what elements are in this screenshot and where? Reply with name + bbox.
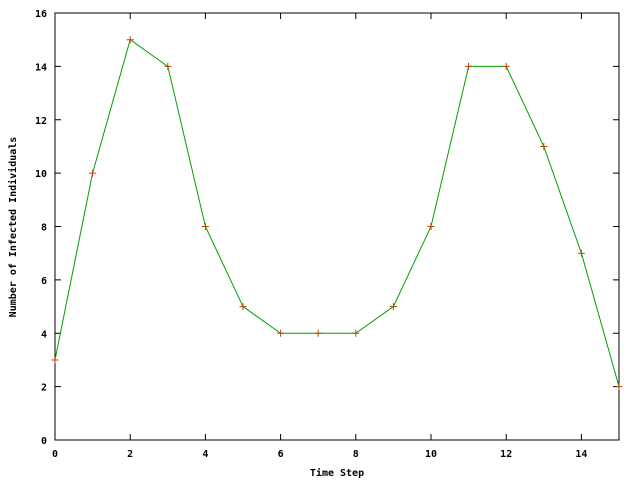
x-tick-label: 4 [202, 449, 208, 460]
y-tick-label: 16 [35, 9, 47, 20]
y-tick-label: 6 [41, 276, 47, 287]
axis-ticks: 0 2 4 6 8 10 12 14 0 2 4 6 8 10 12 14 16 [35, 9, 619, 460]
data-point-marker [164, 62, 172, 70]
x-tick-label: 10 [425, 449, 437, 460]
data-point-marker [540, 142, 548, 150]
data-point-marker [577, 249, 585, 257]
series-line [54, 38, 620, 387]
x-axis-label: Time Step [310, 467, 364, 479]
data-point-marker [615, 383, 623, 391]
data-point-marker [89, 169, 97, 177]
series-layer [51, 36, 623, 391]
data-point-marker [352, 329, 360, 337]
y-tick-label: 8 [41, 223, 47, 234]
y-tick-label: 0 [41, 436, 47, 447]
plot-frame [54, 12, 620, 441]
data-point-marker [502, 62, 510, 70]
x-tick-label: 2 [127, 449, 133, 460]
x-tick-label: 6 [278, 449, 284, 460]
x-tick-label: 8 [353, 449, 359, 460]
y-tick-label: 10 [35, 169, 47, 180]
data-point-marker [427, 223, 435, 230]
data-point-marker [314, 329, 322, 337]
x-tick-label: 14 [575, 449, 587, 460]
y-tick-label: 12 [35, 116, 47, 127]
data-point-marker [389, 303, 397, 311]
x-tick-label: 0 [52, 449, 58, 460]
x-tick-label: 12 [500, 449, 512, 460]
data-point-marker [201, 223, 209, 230]
data-point-marker [465, 62, 473, 70]
data-point-marker [277, 329, 285, 337]
y-tick-label: 4 [41, 329, 47, 340]
data-point-marker [126, 36, 134, 44]
y-tick-label: 2 [41, 383, 47, 394]
y-tick-label: 14 [35, 62, 47, 73]
data-point-marker [51, 356, 59, 364]
y-axis-label: Number of Infected Individuals [7, 137, 19, 318]
data-point-marker [239, 303, 247, 311]
